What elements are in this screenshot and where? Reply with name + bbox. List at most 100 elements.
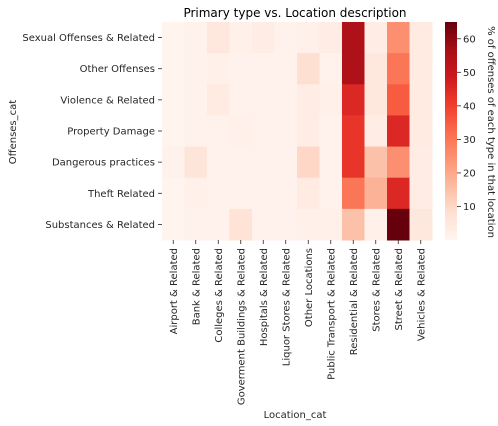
heatmap-cell [184,84,208,116]
heatmap-cell [162,53,185,85]
heatmap-cell [184,115,208,148]
y-tick-label: Other Offenses [80,64,155,75]
heatmap-cell [297,84,320,116]
heatmap-cell [184,22,208,54]
heatmap-cell [274,53,298,85]
x-tick-label: Residential & Related [349,248,360,355]
heatmap-cell [342,53,365,85]
heatmap-cell [319,177,343,210]
heatmap-cell [207,177,230,210]
heatmap-cell [319,22,343,54]
heatmap-cell [184,146,208,179]
x-tick-label: Street & Related [394,248,405,331]
heatmap-cell [364,22,388,54]
heatmap-cell [319,53,343,85]
heatmap-cells [162,22,433,241]
heatmap-cell [207,53,230,85]
heatmap-cell [342,115,365,148]
heatmap-cell [409,208,433,241]
heatmap-cell [319,84,343,116]
heatmap-cell [387,208,410,241]
heatmap-cell [207,84,230,116]
heatmap-cell [297,146,320,179]
heatmap-cell [252,53,275,85]
heatmap-cell [409,84,433,116]
colorbar-ticks: 10 20 30 40 50 60 [457,34,476,213]
heatmap-cell [252,22,275,54]
heatmap-cell [274,146,298,179]
colorbar [445,22,457,240]
heatmap-cell [342,177,365,210]
heatmap-cell [297,115,320,148]
heatmap-cell [387,115,410,148]
colorbar-tick-label: 20 [463,168,476,179]
x-tick-label: Other Locations [304,248,315,327]
colorbar-tick-label: 10 [463,202,476,213]
x-tick-label: Goverment Buildings & Related [236,248,247,405]
heatmap-cell [229,146,253,179]
x-tick-label: Airport & Related [169,248,180,334]
heatmap-cell [207,208,230,241]
heatmap-cell [229,53,253,85]
y-tick-label: Violence & Related [60,95,155,106]
heatmap-cell [162,115,185,148]
heatmap-cell [297,208,320,241]
x-axis-label: Location_cat [264,410,327,421]
x-tick-label: Bank & Related [191,248,202,325]
x-tick-label: Vehicles & Related [416,248,427,341]
x-tick-label: Liquor Stores & Related [281,248,292,366]
heatmap-cell [364,208,388,241]
heatmap-cell [162,22,185,54]
colorbar-label: % of offenses of each type in that locat… [485,26,496,238]
heatmap-cell [387,22,410,54]
heatmap-cell [409,53,433,85]
heatmap-cell [319,208,343,241]
heatmap-cell [387,146,410,179]
heatmap-cell [364,146,388,179]
heatmap-cell [387,177,410,210]
y-tick-label: Sexual Offenses & Related [22,33,155,44]
x-tick-label: Stores & Related [371,248,382,332]
x-tick-label: Public Transport & Related [326,248,337,380]
heatmap-cell [162,84,185,116]
x-tick-label: Colleges & Related [214,248,225,343]
heatmap-cell [409,177,433,210]
heatmap-cell [387,84,410,116]
heatmap-cell [387,53,410,85]
heatmap-cell [319,115,343,148]
x-tick-labels: Airport & Related Bank & Related Colleges … [169,240,427,405]
heatmap-cell [274,84,298,116]
heatmap-cell [297,53,320,85]
heatmap-cell [274,115,298,148]
heatmap-cell [162,146,185,179]
y-tick-label: Theft Related [87,189,155,200]
colorbar-tick-label: 50 [463,68,476,79]
y-tick-labels: Sexual Offenses & Related Other Offenses V… [22,33,162,231]
colorbar-tick-label: 30 [463,135,476,146]
heatmap-cell [409,146,433,179]
heatmap-cell [184,177,208,210]
heatmap-cell [252,84,275,116]
heatmap-cell [364,84,388,116]
heatmap-cell [364,115,388,148]
heatmap-cell [229,115,253,148]
heatmap-cell [274,177,298,210]
heatmap-cell [229,208,253,241]
y-axis-label: Offenses_cat [8,100,19,164]
x-tick-label: Hospitals & Related [259,248,270,346]
heatmap-cell [409,115,433,148]
heatmap-cell [162,208,185,241]
heatmap-cell [252,115,275,148]
heatmap-cell [207,22,230,54]
heatmap-cell [184,208,208,241]
colorbar-tick-label: 40 [463,101,476,112]
heatmap-cell [207,115,230,148]
chart-title: Primary type vs. Location description [183,6,406,20]
heatmap-cell [297,22,320,54]
heatmap-cell [162,177,185,210]
heatmap-cell [229,177,253,210]
heatmap-cell [207,146,230,179]
y-tick-label: Substances & Related [45,220,155,231]
heatmap-cell [274,22,298,54]
